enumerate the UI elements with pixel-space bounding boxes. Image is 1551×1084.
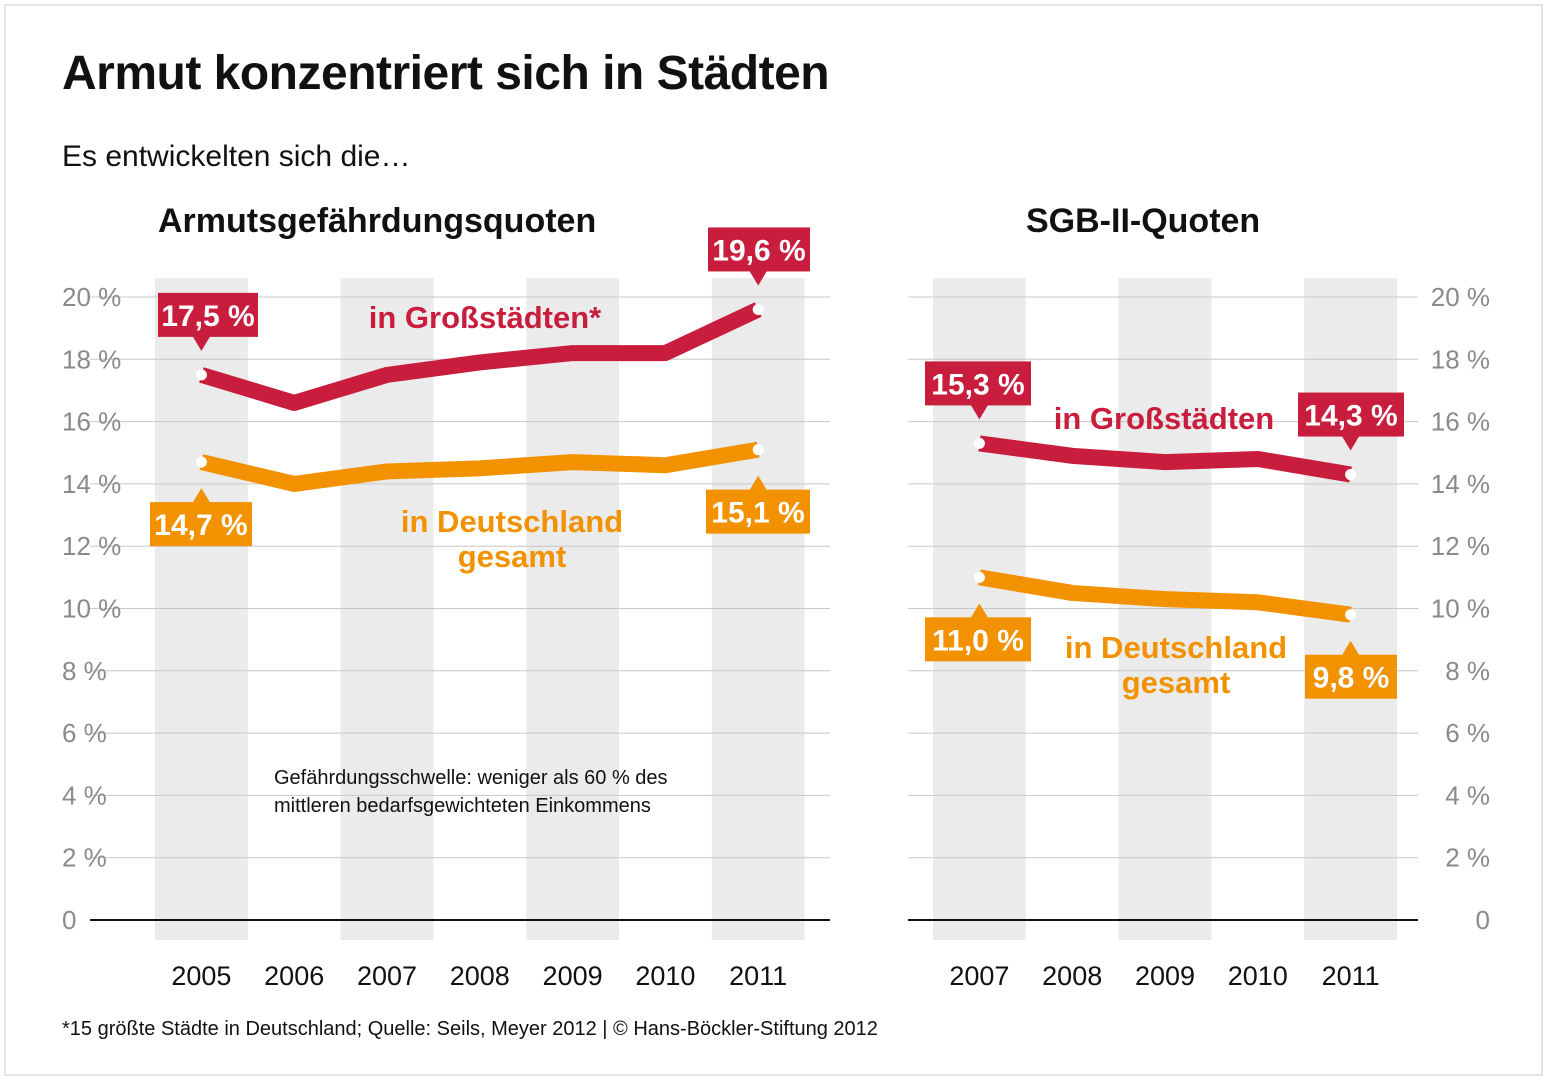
- y-tick-label: 0: [62, 905, 76, 935]
- value-callout-label: 14,3 %: [1304, 400, 1397, 433]
- data-point-marker: [973, 571, 985, 583]
- y-tick-label: 0: [1476, 905, 1490, 935]
- value-callout-label: 17,5 %: [161, 300, 254, 333]
- value-callout-pointer: [749, 475, 768, 491]
- data-point-marker: [195, 456, 207, 468]
- y-tick-label: 10 %: [62, 594, 121, 624]
- page-title: Armut konzentriert sich in Städten: [62, 47, 830, 100]
- y-tick-label: 16 %: [62, 407, 121, 437]
- x-tick-label: 2008: [1042, 961, 1102, 991]
- value-callout-box: [925, 361, 1031, 406]
- data-point-marker: [1345, 609, 1357, 621]
- x-tick-label: 2005: [171, 961, 231, 991]
- series-label: gesamt: [458, 539, 567, 574]
- threshold-note: mittleren bedarfsgewichteten Einkommens: [274, 795, 651, 817]
- threshold-note: Gefährdungsschwelle: weniger als 60 % de…: [274, 767, 668, 789]
- x-tick-label: 2011: [1322, 961, 1380, 991]
- x-tick-label: 2010: [1228, 961, 1288, 991]
- value-callout-pointer: [970, 603, 989, 619]
- data-point-marker: [752, 444, 764, 456]
- page-subtitle: Es entwickelten sich die…: [62, 140, 411, 173]
- figure-frame: [4, 4, 1543, 1076]
- value-callout-pointer: [749, 270, 768, 286]
- series-label: in Deutschland: [401, 504, 623, 539]
- value-callout-box: [925, 617, 1031, 662]
- y-tick-label: 16 %: [1431, 407, 1490, 437]
- value-callout-pointer: [192, 335, 211, 351]
- footnote: *15 größte Städte in Deutschland; Quelle…: [62, 1018, 878, 1040]
- value-callout-box: [158, 292, 258, 337]
- value-callout-pointer: [970, 404, 989, 420]
- y-tick-label: 8 %: [62, 656, 107, 686]
- chart-sgb2: 0 2 % 4 % 6 % 8 % 10 % 12 % 14 % 16 % 18 % 20 % 200…: [908, 278, 1490, 991]
- y-tick-label: 18 %: [62, 344, 121, 374]
- value-callout-label: 14,7 %: [154, 509, 247, 542]
- y-tick-label: 4 %: [62, 780, 107, 810]
- y-tick-label: 8 %: [1445, 656, 1490, 686]
- x-tick-label: 2011: [729, 961, 787, 991]
- x-tick-label: 2009: [543, 961, 603, 991]
- chart-armutsgefaehrdung: 0 2 % 4 % 6 % 8 % 10 % 12 % 14 % 16 % 18 % 20 % 200…: [62, 227, 830, 991]
- chart-title-right: SGB-II-Quoten: [1026, 202, 1261, 240]
- value-callout-box: [1305, 654, 1397, 699]
- y-tick-label: 10 %: [1431, 594, 1490, 624]
- y-tick-label: 14 %: [1431, 469, 1490, 499]
- x-tick-label: 2006: [264, 961, 324, 991]
- series-label: in Großstädten*: [369, 300, 602, 335]
- y-tick-label: 6 %: [62, 718, 107, 748]
- x-tick-label: 2007: [949, 961, 1009, 991]
- y-tick-label: 20 %: [1431, 282, 1490, 312]
- y-tick-label: 18 %: [1431, 344, 1490, 374]
- chart-title-left: Armutsgefährdungsquoten: [158, 202, 597, 240]
- y-tick-label: 6 %: [1445, 718, 1490, 748]
- x-tick-label: 2008: [450, 961, 510, 991]
- value-callout-label: 19,6 %: [712, 234, 805, 267]
- value-callout-pointer: [1341, 640, 1360, 656]
- series-label: in Großstädten: [1054, 401, 1274, 436]
- series-label: gesamt: [1122, 665, 1231, 700]
- data-point-marker: [752, 303, 764, 315]
- x-tick-label: 2009: [1135, 961, 1195, 991]
- y-tick-label: 2 %: [62, 843, 107, 873]
- data-point-marker: [195, 369, 207, 381]
- data-point-marker: [973, 437, 985, 449]
- value-callout-label: 9,8 %: [1313, 662, 1390, 695]
- value-callout-box: [1298, 392, 1404, 437]
- y-tick-label: 12 %: [62, 531, 121, 561]
- y-tick-label: 14 %: [62, 469, 121, 499]
- value-callout-label: 15,1 %: [711, 497, 804, 530]
- series-line: [978, 435, 1352, 483]
- value-callout-label: 15,3 %: [931, 368, 1024, 401]
- data-point-marker: [1345, 469, 1357, 481]
- series-line: [199, 302, 762, 411]
- value-callout-box: [708, 227, 810, 272]
- value-callout-box: [150, 502, 252, 547]
- x-tick-label: 2007: [357, 961, 417, 991]
- x-tick-label: 2010: [635, 961, 695, 991]
- y-tick-label: 12 %: [1431, 531, 1490, 561]
- value-callout-box: [706, 489, 810, 534]
- value-callout-pointer: [192, 488, 211, 504]
- series-label: in Deutschland: [1065, 630, 1287, 665]
- series-line: [199, 441, 760, 492]
- value-callout-label: 11,0 %: [932, 624, 1024, 657]
- value-callout-pointer: [1341, 435, 1360, 451]
- y-tick-label: 20 %: [62, 282, 121, 312]
- y-tick-label: 4 %: [1445, 780, 1490, 810]
- series-line: [978, 569, 1352, 623]
- y-tick-label: 2 %: [1445, 843, 1490, 873]
